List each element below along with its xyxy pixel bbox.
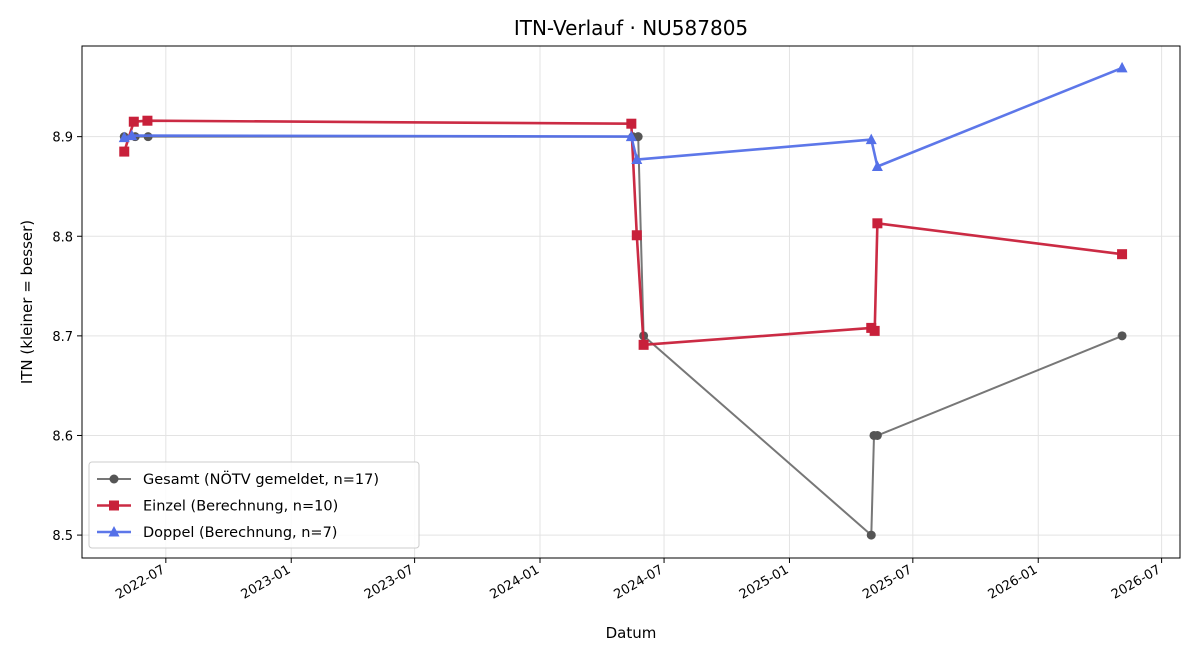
- y-axis-title: ITN (kleiner = besser): [18, 220, 36, 384]
- data-point-doppel: [865, 133, 877, 145]
- x-tick-label: 2025-01: [737, 562, 792, 602]
- legend: Gesamt (NÖTV gemeldet, n=17) Einzel (Bere…: [88, 461, 420, 549]
- x-tick-label: 2024-01: [487, 562, 542, 602]
- legend-box: [88, 461, 420, 549]
- x-axis-title: Datum: [606, 624, 657, 642]
- legend-marker-gesamt: [109, 474, 119, 484]
- series-einzel: [119, 115, 1128, 350]
- x-tick-label: 2023-07: [362, 562, 417, 602]
- data-point-doppel: [631, 153, 643, 165]
- legend-label-einzel: Einzel (Berechnung, n=10): [143, 499, 338, 515]
- y-tick-label: 8.9: [52, 131, 73, 146]
- data-point-gesamt: [872, 430, 882, 440]
- data-point-einzel: [142, 115, 153, 126]
- x-tick-label: 2022-07: [113, 562, 168, 602]
- series-line-einzel: [123, 119, 1123, 347]
- x-tick-label: 2026-07: [1109, 562, 1164, 602]
- chart-title: ITN-Verlauf · NU587805: [514, 16, 748, 40]
- data-point-einzel: [631, 230, 642, 241]
- data-point-doppel: [625, 130, 637, 142]
- data-point-gesamt: [866, 530, 876, 540]
- series-line-doppel: [123, 66, 1123, 168]
- data-point-einzel: [638, 339, 649, 350]
- legend-marker-einzel: [109, 500, 119, 511]
- data-point-gesamt: [1117, 331, 1127, 341]
- data-point-gesamt: [633, 132, 643, 142]
- data-point-einzel: [119, 146, 130, 157]
- data-point-doppel: [1116, 61, 1128, 73]
- data-point-einzel: [626, 118, 637, 129]
- legend-marker-doppel: [108, 526, 120, 537]
- y-tick-label: 8.6: [52, 429, 73, 444]
- y-tick-label: 8.7: [52, 330, 73, 345]
- data-point-einzel: [872, 218, 883, 229]
- y-tick-label: 8.5: [52, 529, 73, 544]
- data-point-einzel: [1117, 249, 1128, 260]
- x-tick-label: 2026-01: [986, 562, 1041, 602]
- x-tick-label: 2023-01: [239, 562, 294, 602]
- series-layer: [118, 61, 1128, 540]
- data-point-doppel: [126, 129, 138, 141]
- x-tick-label: 2024-07: [612, 562, 667, 602]
- data-point-doppel: [871, 160, 883, 172]
- legend-label-gesamt: Gesamt (NÖTV gemeldet, n=17): [143, 470, 379, 488]
- x-tick-label: 2025-07: [860, 562, 915, 602]
- data-point-einzel: [128, 116, 139, 127]
- legend-label-doppel: Doppel (Berechnung, n=7): [143, 525, 337, 541]
- data-point-einzel: [869, 325, 880, 336]
- y-tick-label: 8.8: [52, 230, 73, 245]
- plot-frame: [81, 45, 1181, 559]
- series-doppel: [118, 61, 1128, 172]
